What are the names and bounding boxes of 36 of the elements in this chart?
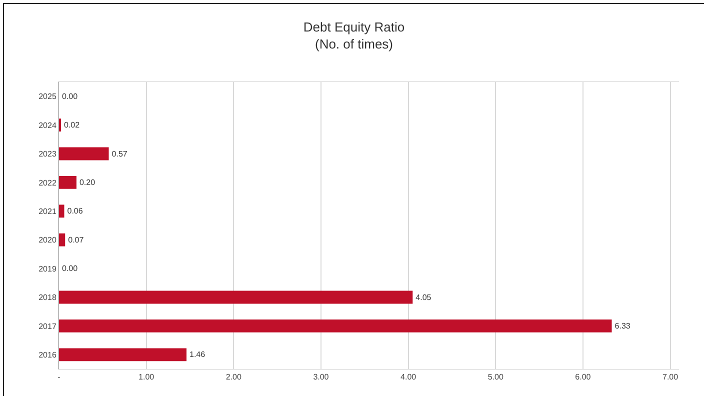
x-tick-label: - — [58, 372, 61, 382]
chart-title: Debt Equity Ratio (No. of times) — [303, 20, 405, 52]
data-label: 1.46 — [189, 350, 206, 360]
y-tick-label: 2018 — [38, 293, 57, 302]
x-tick-label: 5.00 — [488, 372, 504, 382]
data-label: 0.06 — [67, 206, 84, 216]
data-label: 0.02 — [64, 120, 80, 130]
x-tick-label: 4.00 — [400, 372, 417, 382]
y-tick-label: 2022 — [38, 178, 57, 188]
x-tick-label: 2.00 — [226, 372, 242, 382]
y-tick-label: 2025 — [38, 92, 57, 102]
y-tick-label: 2021 — [38, 206, 57, 216]
data-label: 0.57 — [112, 149, 128, 158]
data-label: 4.05 — [416, 292, 432, 302]
data-label: 0.00 — [62, 92, 78, 101]
data-label: 0.20 — [79, 178, 96, 187]
bar — [59, 319, 612, 332]
y-tick-label: 2024 — [38, 120, 57, 130]
x-tick-label: 1.00 — [138, 372, 155, 382]
y-tick-label: 2020 — [38, 236, 57, 245]
x-tick-label: 6.00 — [575, 372, 592, 382]
data-label: 0.00 — [62, 264, 78, 274]
y-tick-label: 2023 — [38, 150, 57, 159]
bar — [59, 290, 413, 304]
data-label: 6.33 — [614, 321, 631, 330]
bar — [59, 176, 76, 189]
bar — [59, 348, 186, 362]
y-tick-label: 2017 — [38, 322, 57, 331]
bar — [59, 233, 66, 246]
bar — [59, 147, 109, 160]
bar — [59, 204, 64, 218]
y-tick-label: 2016 — [38, 350, 57, 360]
x-tick-label: 3.00 — [313, 372, 330, 382]
x-tick-label: 7.00 — [662, 372, 679, 382]
y-tick-label: 2019 — [38, 264, 57, 274]
data-label: 0.07 — [68, 235, 84, 244]
